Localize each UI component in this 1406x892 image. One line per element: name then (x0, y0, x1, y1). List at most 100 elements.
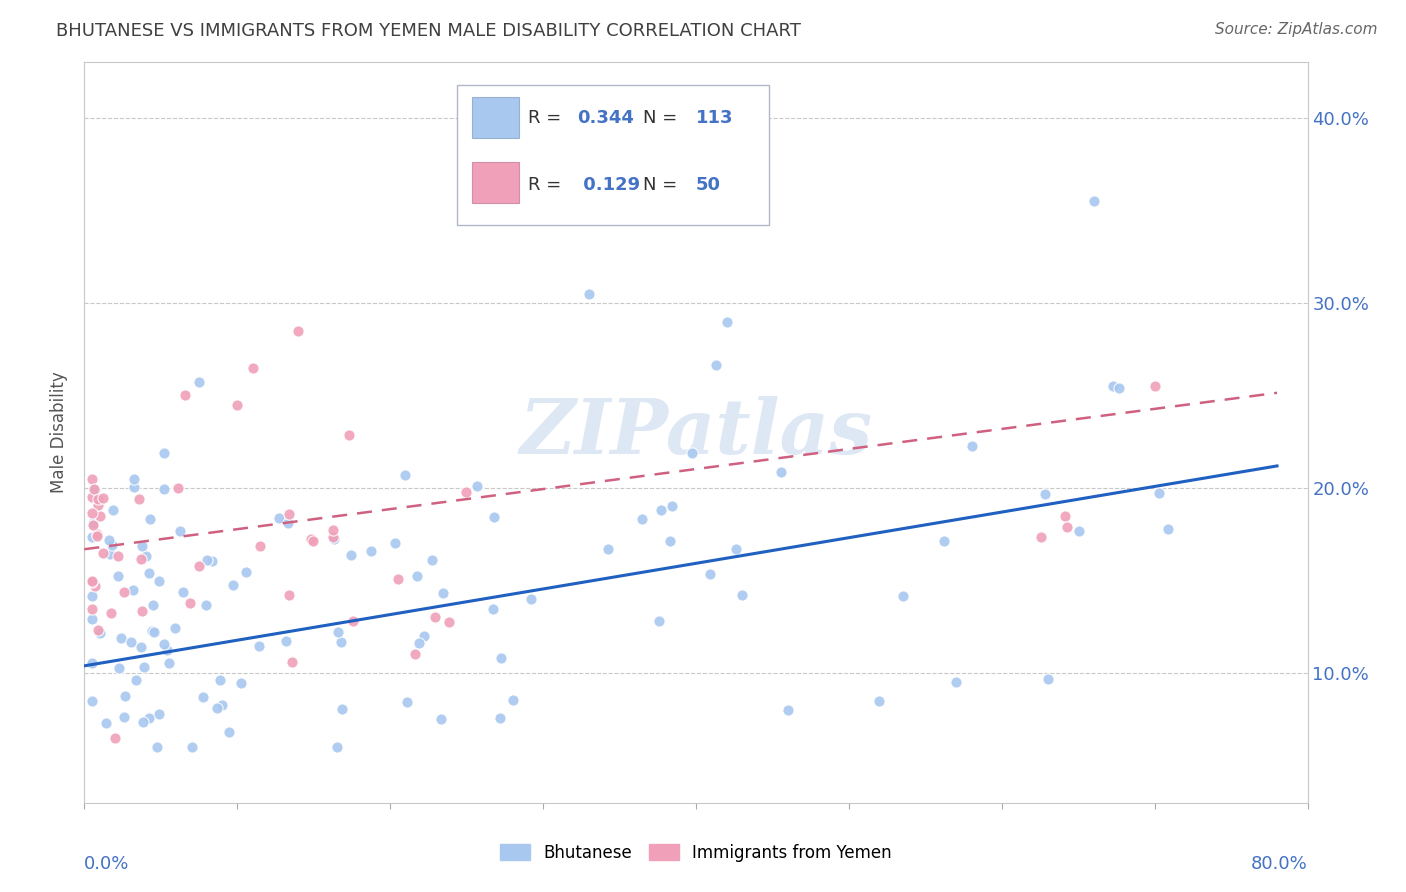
Point (80, 657, 103, 671)
Point (945, 675, 967, 690)
Point (425, 610, 447, 624)
Point (278, 588, 301, 602)
Point (91, 546, 114, 560)
Point (276, 634, 298, 648)
Text: 80.0%: 80.0% (1251, 855, 1308, 872)
Point (82, 518, 104, 533)
Point (578, 286, 600, 301)
Point (235, 566, 257, 580)
Point (502, 693, 524, 707)
Point (87, 492, 110, 507)
Point (482, 509, 505, 524)
Point (489, 711, 512, 725)
Point (142, 598, 165, 612)
Point (661, 500, 683, 514)
Text: BHUTANESE VS IMMIGRANTS FROM YEMEN MALE DISABILITY CORRELATION CHART: BHUTANESE VS IMMIGRANTS FROM YEMEN MALE … (56, 22, 801, 40)
Point (205, 701, 228, 715)
Point (108, 660, 131, 674)
Point (97, 533, 120, 548)
FancyBboxPatch shape (457, 85, 769, 226)
Point (100, 607, 122, 621)
Point (141, 624, 163, 638)
Point (112, 585, 135, 599)
Point (322, 523, 344, 537)
Point (770, 466, 793, 480)
Point (131, 604, 153, 618)
Point (80, 575, 103, 590)
Text: 0.129: 0.129 (578, 176, 641, 194)
Point (148, 706, 170, 721)
Point (156, 643, 179, 657)
Point (94, 716, 117, 731)
Point (269, 511, 291, 525)
Point (934, 534, 956, 549)
Point (482, 602, 505, 616)
Text: ZIPatlas: ZIPatlas (519, 396, 873, 469)
Point (89, 508, 111, 523)
Point (195, 553, 218, 567)
Point (86, 498, 108, 512)
Point (326, 740, 349, 755)
Point (1108, 381, 1130, 395)
Point (122, 472, 145, 486)
Point (658, 534, 681, 549)
Point (323, 533, 346, 547)
Point (396, 695, 419, 709)
Point (128, 491, 150, 506)
Point (104, 731, 127, 745)
Text: 113: 113 (696, 109, 734, 127)
Point (132, 659, 155, 673)
Point (131, 539, 153, 553)
FancyBboxPatch shape (472, 97, 519, 138)
Point (247, 639, 270, 653)
Point (122, 583, 145, 598)
Point (384, 536, 406, 550)
Point (222, 578, 245, 592)
Point (181, 740, 204, 755)
Point (430, 712, 453, 726)
Point (242, 360, 264, 375)
Point (89, 626, 111, 640)
Text: 0.344: 0.344 (578, 109, 634, 127)
Point (456, 485, 478, 500)
Point (704, 359, 727, 373)
Point (91, 491, 114, 505)
FancyBboxPatch shape (472, 162, 519, 203)
Point (159, 656, 181, 670)
Point (80, 694, 103, 708)
Point (598, 541, 620, 556)
Point (299, 532, 322, 546)
Point (152, 636, 174, 650)
Point (80, 574, 103, 588)
Point (1143, 379, 1166, 393)
Point (166, 481, 188, 495)
Point (145, 740, 167, 755)
Point (277, 507, 299, 521)
Point (195, 598, 218, 612)
Point (1033, 487, 1056, 501)
Point (1056, 520, 1078, 534)
Point (681, 446, 703, 460)
Point (281, 655, 304, 669)
Point (188, 558, 211, 573)
Point (139, 512, 162, 526)
Point (249, 539, 271, 553)
Point (893, 589, 915, 603)
Point (125, 673, 148, 687)
Point (1083, 194, 1105, 209)
Point (188, 375, 211, 389)
Point (209, 673, 232, 687)
Point (1067, 524, 1090, 539)
Point (301, 533, 323, 548)
Point (82, 516, 104, 530)
Point (173, 388, 195, 402)
Text: 50: 50 (696, 176, 721, 194)
Point (201, 554, 224, 568)
Point (1157, 522, 1180, 536)
Point (716, 314, 738, 328)
Point (631, 512, 654, 526)
Point (869, 694, 891, 708)
Point (962, 439, 984, 453)
Point (131, 640, 153, 655)
Text: R =: R = (529, 109, 568, 127)
